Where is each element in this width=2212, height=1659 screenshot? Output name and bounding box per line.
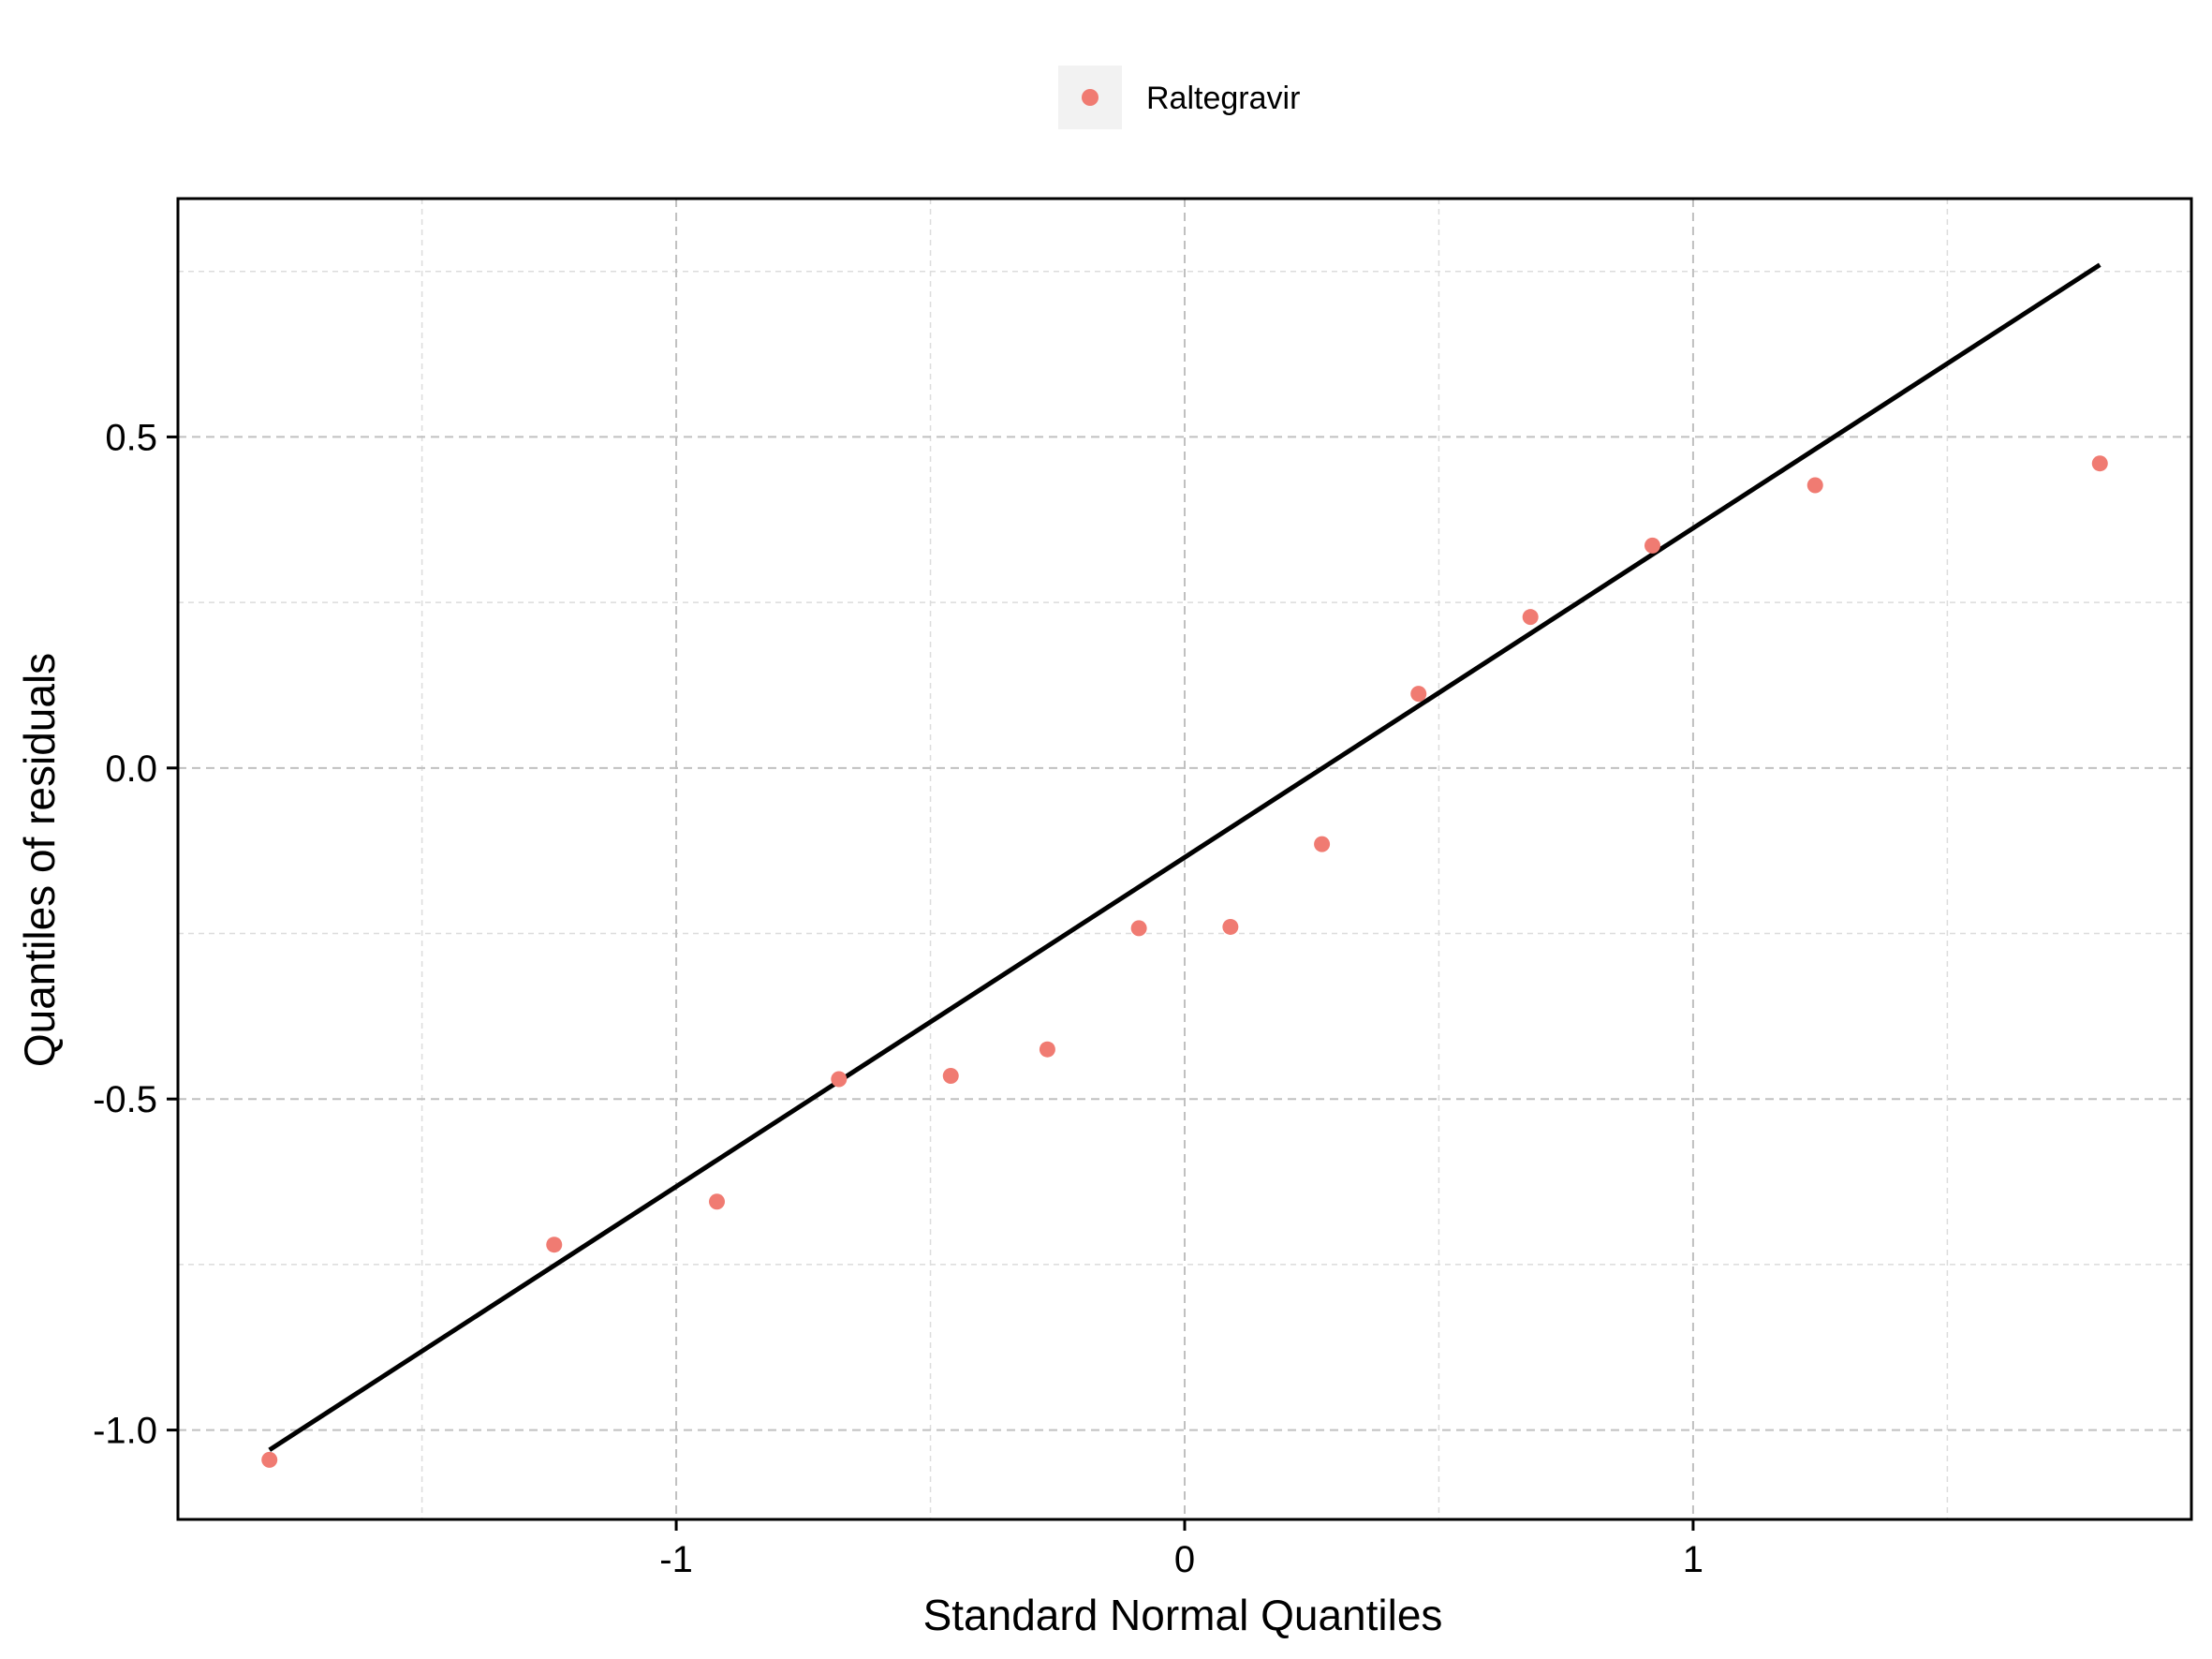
- y-axis-title: Quantiles of residuals: [15, 653, 64, 1067]
- y-tick-label: 0.0: [105, 748, 157, 790]
- legend-label: Raltegravir: [1146, 81, 1300, 116]
- x-tick-label: 0: [1174, 1539, 1195, 1580]
- data-point: [709, 1193, 726, 1210]
- x-axis: -1 0 1: [659, 1519, 1703, 1580]
- data-point: [1522, 609, 1539, 626]
- x-tick-label: -1: [659, 1539, 693, 1580]
- data-point: [2091, 455, 2108, 472]
- data-point: [1130, 920, 1147, 937]
- data-point: [1314, 836, 1331, 852]
- data-point: [1644, 537, 1660, 554]
- reference-line-group: [268, 262, 2101, 1452]
- data-points: [261, 455, 2108, 1468]
- data-point: [1039, 1041, 1055, 1058]
- data-point: [546, 1237, 563, 1253]
- data-point: [1806, 477, 1823, 494]
- legend-key-dot: [1082, 89, 1099, 106]
- y-tick-label: -1.0: [93, 1411, 157, 1452]
- legend: Raltegravir: [1058, 66, 1300, 129]
- data-point: [942, 1067, 959, 1084]
- data-point: [831, 1071, 848, 1088]
- data-point: [261, 1451, 278, 1468]
- reference-line: [268, 262, 2101, 1452]
- data-point: [1410, 686, 1427, 703]
- y-axis: -1.0 -0.5 0.0 0.5: [93, 417, 178, 1452]
- x-tick-label: 1: [1683, 1539, 1703, 1580]
- data-point: [1222, 918, 1239, 935]
- x-axis-title: Standard Normal Quantiles: [923, 1591, 1443, 1639]
- y-tick-label: 0.5: [105, 417, 157, 458]
- y-tick-label: -0.5: [93, 1079, 157, 1120]
